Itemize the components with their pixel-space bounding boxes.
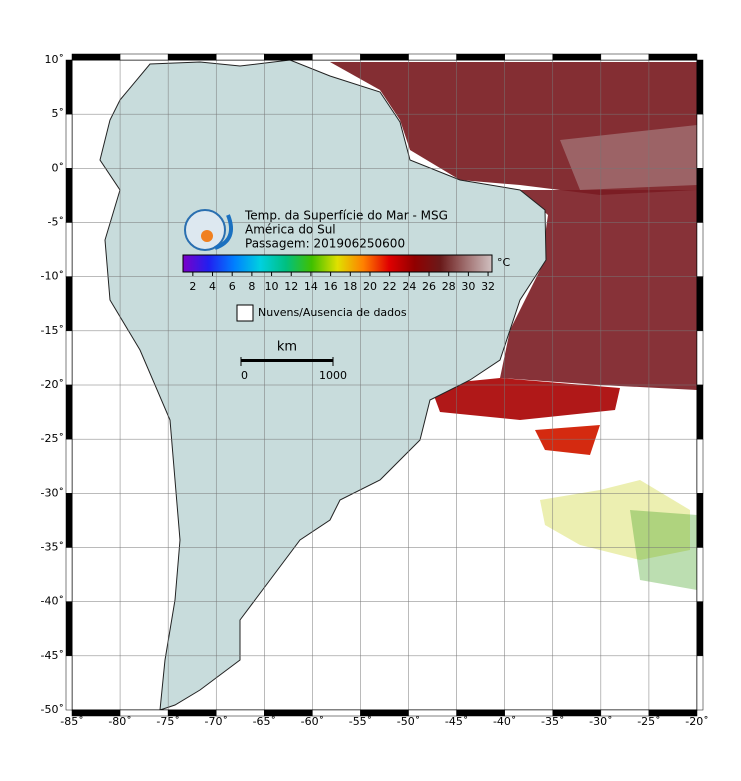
- frame-segment: [696, 276, 704, 332]
- frame-segment: [696, 330, 704, 386]
- frame-segment: [648, 53, 698, 61]
- x-tick-label: -60˚: [301, 715, 324, 728]
- x-tick-label: -20˚: [685, 715, 708, 728]
- frame-segment: [65, 547, 73, 602]
- y-tick-label: -30˚: [41, 486, 64, 499]
- frame-segment: [456, 53, 505, 61]
- colorbar-tick-label: 8: [248, 280, 255, 293]
- frame-segment: [65, 330, 73, 386]
- frame-segment: [65, 276, 73, 332]
- title-line: Passagem: 201906250600: [245, 237, 405, 251]
- colorbar-unit: °C: [497, 256, 511, 269]
- colorbar-tick-label: 30: [461, 280, 475, 293]
- frame-segment: [696, 222, 704, 277]
- x-tick-label: -75˚: [156, 715, 179, 728]
- frame-segment: [65, 59, 73, 115]
- x-tick-label: -45˚: [445, 715, 468, 728]
- x-tick-label: -30˚: [589, 715, 612, 728]
- frame-segment: [65, 168, 73, 223]
- y-tick-label: 0˚: [52, 161, 65, 174]
- colorbar-tick-label: 14: [304, 280, 318, 293]
- frame-segment: [71, 53, 121, 61]
- frame-segment: [167, 53, 217, 61]
- y-tick-label: -20˚: [41, 378, 64, 391]
- y-tick-label: -10˚: [41, 270, 64, 283]
- frame-segment: [696, 438, 704, 494]
- scale-bar: [241, 359, 333, 362]
- x-tick-label: -55˚: [349, 715, 372, 728]
- frame-segment: [696, 113, 704, 169]
- y-tick-label: 10˚: [45, 53, 65, 66]
- colorbar-tick-label: 32: [481, 280, 495, 293]
- title-line: Temp. da Superfície do Mar - MSG: [244, 209, 448, 223]
- colorbar: [182, 254, 493, 273]
- scale-unit: km: [277, 340, 297, 355]
- x-tick-label: -80˚: [108, 715, 131, 728]
- frame-segment: [648, 709, 698, 717]
- x-tick-label: -40˚: [493, 715, 516, 728]
- scale-tick-label: 0: [241, 369, 248, 382]
- y-tick-label: -25˚: [41, 432, 64, 445]
- colorbar-tick-label: 12: [284, 280, 298, 293]
- colorbar-tick-label: 6: [229, 280, 236, 293]
- frame-segment: [696, 655, 704, 711]
- y-tick-label: -45˚: [41, 649, 64, 662]
- frame-segment: [65, 601, 73, 657]
- frame-segment: [696, 59, 704, 115]
- colorbar-tick-label: 20: [363, 280, 377, 293]
- frame-segment: [696, 601, 704, 657]
- colorbar-tick-label: 2: [189, 280, 196, 293]
- y-tick-label: 5˚: [52, 107, 65, 120]
- frame-segment: [552, 53, 602, 61]
- frame-segment: [408, 53, 457, 61]
- logo: [184, 209, 233, 251]
- frame-segment: [65, 438, 73, 494]
- frame-segment: [696, 384, 704, 440]
- frame-segment: [65, 222, 73, 277]
- colorbar-tick-label: 22: [383, 280, 397, 293]
- frame-segment: [119, 53, 169, 61]
- frame-segment: [600, 53, 650, 61]
- x-tick-label: -25˚: [637, 715, 660, 728]
- y-tick-label: -50˚: [41, 703, 64, 716]
- x-tick-label: -70˚: [204, 715, 227, 728]
- x-tick-label: -85˚: [60, 715, 83, 728]
- y-tick-label: -40˚: [41, 595, 64, 608]
- frame-segment: [504, 53, 554, 61]
- frame-segment: [696, 168, 704, 223]
- legend-label: Nuvens/Ausencia de dados: [258, 306, 407, 319]
- y-tick-label: -35˚: [41, 541, 64, 554]
- x-tick-label: -65˚: [253, 715, 276, 728]
- colorbar-tick-label: 16: [324, 280, 338, 293]
- frame-segment: [312, 53, 361, 61]
- frame-segment: [696, 547, 704, 602]
- title-line: América do Sul: [245, 223, 336, 237]
- y-tick-label: -5˚: [48, 216, 64, 229]
- frame-segment: [65, 384, 73, 440]
- colorbar-tick-label: 24: [402, 280, 416, 293]
- frame-segment: [696, 493, 704, 548]
- colorbar-tick-label: 28: [442, 280, 456, 293]
- x-tick-label: -50˚: [397, 715, 420, 728]
- colorbar-tick-label: 18: [343, 280, 357, 293]
- y-tick-label: -15˚: [41, 324, 64, 337]
- sst-field: [330, 62, 697, 590]
- frame-segment: [65, 113, 73, 169]
- x-tick-label: -35˚: [541, 715, 564, 728]
- frame-segment: [360, 53, 409, 61]
- legend-swatch: [236, 304, 254, 322]
- colorbar-tick-label: 10: [265, 280, 279, 293]
- colorbar-tick-label: 26: [422, 280, 436, 293]
- frame-segment: [65, 655, 73, 711]
- frame-segment: [215, 53, 265, 61]
- frame-segment: [264, 53, 313, 61]
- colorbar-tick-label: 4: [209, 280, 216, 293]
- scale-tick-label: 1000: [319, 369, 347, 382]
- frame-segment: [65, 493, 73, 548]
